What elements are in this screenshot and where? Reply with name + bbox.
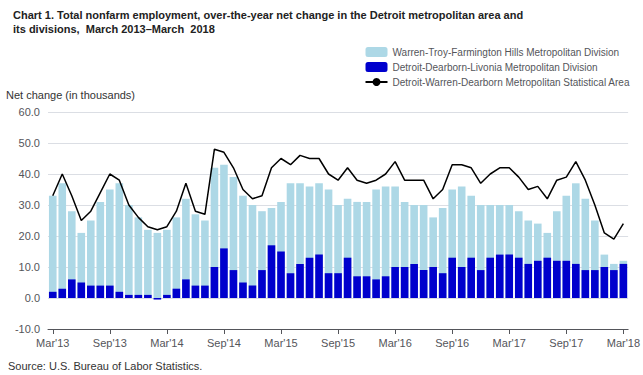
svg-text:Sep'15: Sep'15 — [321, 337, 355, 349]
svg-text:its divisions, March 2013–Mar: its divisions, March 2013–March 2018 — [13, 23, 215, 35]
svg-text:30.0: 30.0 — [19, 199, 40, 211]
svg-text:Mar'15: Mar'15 — [264, 337, 297, 349]
svg-text:Warren-Troy-Farmington Hills M: Warren-Troy-Farmington Hills Metropolita… — [393, 47, 620, 58]
svg-text:Mar'13: Mar'13 — [36, 337, 69, 349]
svg-text:20.0: 20.0 — [19, 230, 40, 242]
svg-text:40.0: 40.0 — [19, 168, 40, 180]
svg-text:Source: U.S. Bureau of Labor S: Source: U.S. Bureau of Labor Statistics. — [8, 360, 202, 372]
svg-text:Sep'14: Sep'14 — [207, 337, 241, 349]
svg-text:10.0: 10.0 — [19, 261, 40, 273]
svg-text:Sep'17: Sep'17 — [549, 337, 583, 349]
svg-text:Net change (in thousands): Net change (in thousands) — [6, 89, 135, 101]
svg-text:Sep'16: Sep'16 — [435, 337, 469, 349]
svg-text:-10.0: -10.0 — [15, 323, 40, 335]
svg-text:50.0: 50.0 — [19, 137, 40, 149]
svg-text:Detroit-Dearborn-Livonia Metro: Detroit-Dearborn-Livonia Metropolitan Di… — [393, 62, 598, 73]
svg-text:Sep'13: Sep'13 — [93, 337, 127, 349]
svg-text:Detroit-Warren-Dearborn Metrop: Detroit-Warren-Dearborn Metropolitan Sta… — [393, 77, 630, 88]
svg-text:Mar'14: Mar'14 — [150, 337, 183, 349]
svg-text:60.0: 60.0 — [19, 106, 40, 118]
svg-text:Chart 1. Total nonfarm employm: Chart 1. Total nonfarm employment, over-… — [13, 9, 523, 21]
svg-text:Mar'17: Mar'17 — [493, 337, 526, 349]
svg-text:0.0: 0.0 — [25, 292, 40, 304]
svg-text:Mar'16: Mar'16 — [378, 337, 411, 349]
svg-text:Mar'18: Mar'18 — [607, 337, 640, 349]
